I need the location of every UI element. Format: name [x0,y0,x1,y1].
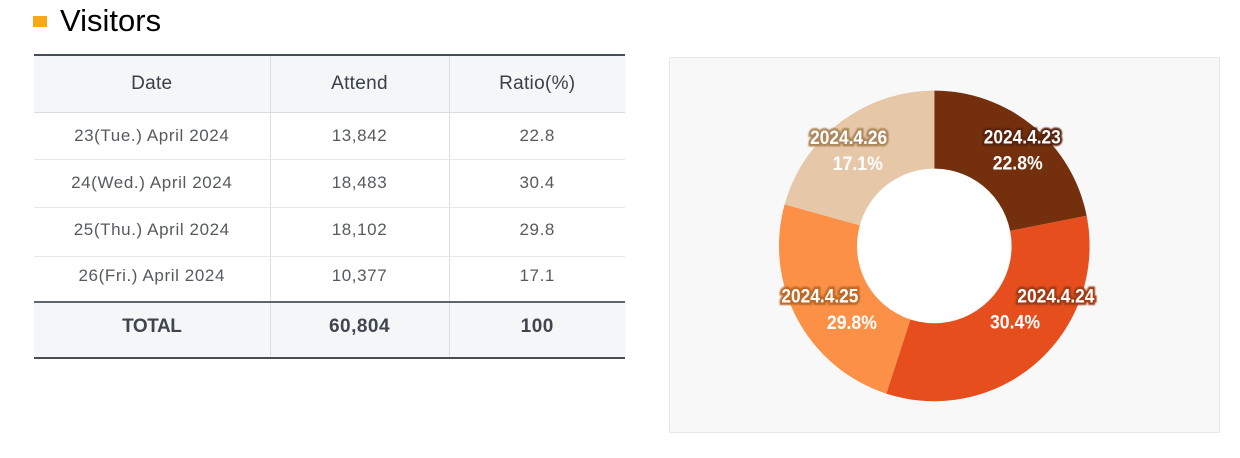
svg-text:2024.4.25: 2024.4.25 [781,287,858,308]
svg-text:30.4%: 30.4% [990,313,1040,334]
svg-text:2024.4.25: 2024.4.25 [781,287,858,308]
svg-text:2024.4.24: 2024.4.24 [1017,287,1094,308]
svg-text:2024.4.24: 2024.4.24 [1017,287,1094,308]
svg-text:2024.4.23: 2024.4.23 [984,128,1061,149]
svg-text:29.8%: 29.8% [827,313,877,334]
svg-text:2024.4.26: 2024.4.26 [810,128,887,149]
svg-text:2024.4.26: 2024.4.26 [810,128,887,149]
svg-text:22.8%: 22.8% [993,153,1043,174]
svg-text:17.1%: 17.1% [833,154,883,175]
svg-text:2024.4.23: 2024.4.23 [984,128,1061,149]
